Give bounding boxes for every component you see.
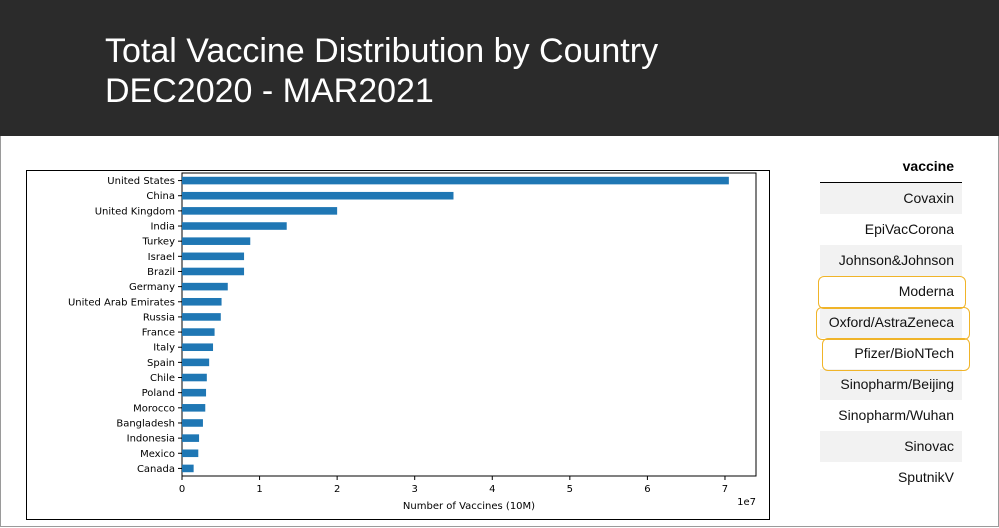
y-tick-label: France bbox=[142, 328, 175, 339]
y-tick-label: Israel bbox=[148, 252, 175, 263]
x-tick-label: 6 bbox=[644, 484, 650, 495]
x-tick-label: 3 bbox=[412, 484, 418, 495]
bar bbox=[182, 222, 287, 230]
bar bbox=[182, 252, 245, 261]
table-row: Sinovac bbox=[820, 431, 962, 462]
bar bbox=[182, 176, 729, 185]
y-tick-label: Morocco bbox=[133, 403, 175, 414]
y-tick-label: Germany bbox=[129, 282, 175, 293]
y-tick-label: Chile bbox=[150, 373, 175, 384]
y-tick-label: Brazil bbox=[147, 267, 175, 278]
x-tick-label: 0 bbox=[179, 484, 185, 495]
table-header: vaccine bbox=[820, 154, 962, 183]
bar bbox=[182, 449, 199, 458]
bar bbox=[182, 267, 245, 276]
table-body: Covaxin EpiVacCorona Johnson&Johnson Modern… bbox=[820, 183, 962, 493]
highlight-box bbox=[818, 275, 966, 309]
chart-frame: Canada Mexico Indonesia Bangladesh Morocco Po… bbox=[26, 170, 770, 520]
x-tick-label: 1 bbox=[256, 484, 262, 495]
bar bbox=[182, 207, 338, 215]
x-tick-label: 5 bbox=[567, 484, 573, 495]
bar bbox=[182, 328, 215, 336]
y-tick-label: China bbox=[146, 191, 175, 202]
x-axis-label: Number of Vaccines (10M) bbox=[403, 501, 535, 512]
x-tick-label: 2 bbox=[334, 484, 340, 495]
slide-title-line-2: DEC2020 - MAR2021 bbox=[105, 72, 434, 110]
bar bbox=[182, 419, 203, 427]
table-row: Johnson&Johnson bbox=[820, 245, 962, 276]
x-tick-label: 7 bbox=[722, 484, 728, 495]
highlight-box bbox=[816, 306, 970, 340]
bar bbox=[182, 358, 210, 367]
x-scale-label: 1e7 bbox=[737, 497, 756, 508]
y-tick-label: Russia bbox=[143, 312, 175, 323]
y-tick-label: Spain bbox=[147, 358, 175, 369]
bar bbox=[182, 388, 207, 397]
bar bbox=[182, 404, 206, 412]
slide-title-line-1: Total Vaccine Distribution by Country bbox=[105, 32, 659, 70]
bar bbox=[182, 464, 194, 473]
y-tick-label: United Arab Emirates bbox=[68, 297, 175, 308]
bar bbox=[182, 313, 221, 321]
bar bbox=[182, 343, 214, 352]
x-tick-label: 4 bbox=[489, 484, 495, 495]
title-banner: Total Vaccine Distribution by Country DE… bbox=[0, 0, 999, 136]
y-tick-label: Turkey bbox=[141, 237, 175, 248]
bar bbox=[182, 297, 222, 306]
y-tick-label: Mexico bbox=[140, 449, 175, 460]
table-row: EpiVacCorona bbox=[864, 221, 954, 237]
highlight-box bbox=[822, 337, 970, 371]
y-tick-label: Canada bbox=[137, 464, 175, 475]
table-row: Moderna bbox=[898, 283, 954, 299]
y-tick-label: Indonesia bbox=[127, 434, 175, 445]
bar bbox=[182, 434, 200, 442]
y-tick-label: United States bbox=[107, 176, 175, 187]
y-tick-label: India bbox=[150, 222, 175, 233]
y-tick-label: Italy bbox=[153, 343, 175, 354]
vaccine-table: vaccine Covaxin EpiVacCorona Johnson&Johns… bbox=[820, 154, 962, 493]
table-row: Sinopharm/Beijing bbox=[820, 369, 962, 400]
bar-chart: Canada Mexico Indonesia Bangladesh Morocco Po… bbox=[68, 172, 757, 512]
y-tick-label: Bangladesh bbox=[116, 418, 175, 429]
table-row: SputnikV bbox=[897, 469, 954, 485]
bar bbox=[182, 191, 454, 200]
y-tick-label: Poland bbox=[142, 388, 175, 399]
plot-area-border bbox=[181, 172, 757, 477]
y-tick-label: United Kingdom bbox=[95, 206, 175, 217]
table-row: Covaxin bbox=[820, 183, 962, 214]
table-row: Sinopharm/Wuhan bbox=[838, 407, 954, 423]
table-row: Oxford/AstraZeneca bbox=[820, 307, 962, 338]
bar bbox=[182, 373, 207, 382]
bar bbox=[182, 282, 228, 291]
table-row: Pfizer/BioNTech bbox=[854, 345, 954, 361]
bar bbox=[182, 237, 251, 245]
